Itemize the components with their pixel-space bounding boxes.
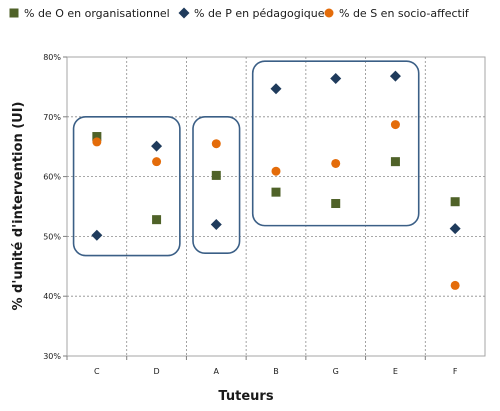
diamond-point <box>270 83 282 95</box>
square-point <box>152 215 162 225</box>
x-tick-label: F <box>453 367 458 376</box>
data-marks <box>91 70 461 290</box>
legend-square-icon <box>9 8 19 18</box>
y-tick-label: 70% <box>43 113 61 122</box>
legend-circle-icon <box>324 8 334 18</box>
group-box <box>72 116 181 257</box>
diamond-point <box>210 218 222 230</box>
x-tick-label: D <box>153 367 159 376</box>
diamond-point <box>389 70 401 82</box>
circle-point <box>92 137 102 147</box>
circle-point <box>211 139 221 149</box>
legend-label: % de S en socio-affectif <box>339 7 470 20</box>
x-tick-label: E <box>393 367 398 376</box>
square-point <box>92 132 102 142</box>
circle-point <box>271 166 281 176</box>
circle-point <box>152 157 162 167</box>
x-tick-label: G <box>333 367 339 376</box>
legend-label: % de O en organisationnel <box>24 7 170 20</box>
group-box <box>192 116 241 254</box>
y-axis-title: % d'unité d'intervention (UI) <box>11 101 26 310</box>
circle-point <box>331 158 341 168</box>
square-point <box>331 199 341 209</box>
plot-area <box>66 56 486 357</box>
diamond-point <box>449 223 461 235</box>
x-tick-label: C <box>94 367 100 376</box>
square-point <box>211 170 221 180</box>
diamond-point <box>330 73 342 85</box>
group-boxes <box>72 60 420 257</box>
grid <box>67 57 485 356</box>
group-box <box>251 60 420 227</box>
y-tick-label: 30% <box>43 352 61 361</box>
square-point <box>450 197 460 207</box>
square-point <box>271 187 281 197</box>
y-tick-label: 60% <box>43 173 61 182</box>
circle-point <box>450 280 460 290</box>
y-axis-ticks: 30% 40% 50% 60% 70% 80% <box>43 53 67 361</box>
legend: % de O en organisationnel % de P en pédag… <box>9 7 470 20</box>
square-point <box>390 157 400 167</box>
y-tick-label: 40% <box>43 292 61 301</box>
legend-diamond-icon <box>178 7 190 19</box>
legend-label: % de P en pédagogique <box>194 7 325 20</box>
y-tick-label: 80% <box>43 53 61 62</box>
x-axis-title: Tuteurs <box>218 389 273 404</box>
x-tick-label: A <box>214 367 220 376</box>
y-tick-label: 50% <box>43 232 61 241</box>
x-tick-label: B <box>273 367 279 376</box>
diamond-point <box>151 140 163 152</box>
diamond-point <box>91 229 103 241</box>
circle-point <box>390 120 400 130</box>
